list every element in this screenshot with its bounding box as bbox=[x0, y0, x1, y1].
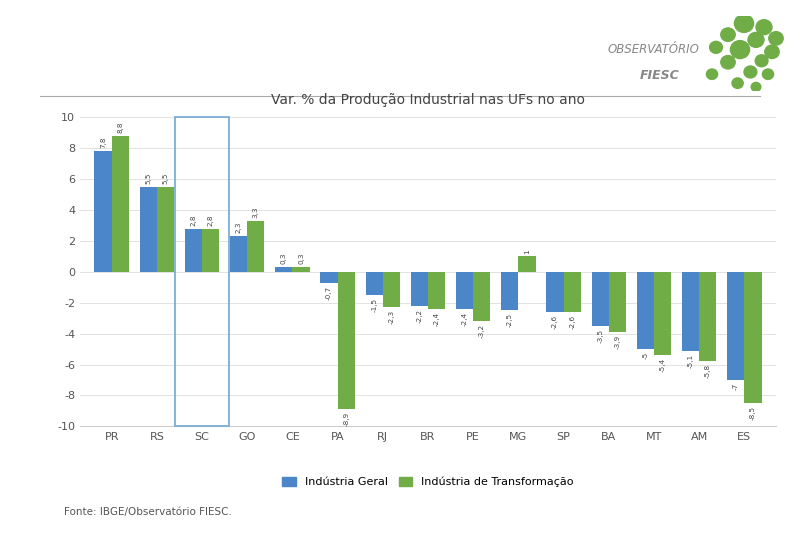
Text: 2,8: 2,8 bbox=[190, 214, 197, 226]
Bar bbox=[563, 272, 581, 312]
Text: 1: 1 bbox=[524, 249, 530, 254]
Text: -3,9: -3,9 bbox=[614, 335, 620, 349]
Text: 0,3: 0,3 bbox=[281, 253, 287, 264]
Text: 7,8: 7,8 bbox=[100, 137, 106, 149]
Bar bbox=[94, 151, 112, 272]
Bar bbox=[637, 272, 654, 349]
Text: -2,4: -2,4 bbox=[434, 312, 439, 326]
Bar bbox=[727, 272, 744, 380]
Bar bbox=[202, 229, 219, 272]
Text: FIESC: FIESC bbox=[640, 69, 680, 82]
Text: -2,2: -2,2 bbox=[417, 309, 422, 323]
Circle shape bbox=[706, 69, 718, 79]
Bar bbox=[366, 272, 383, 295]
Text: -2,4: -2,4 bbox=[462, 312, 468, 326]
Bar bbox=[321, 272, 338, 282]
Circle shape bbox=[744, 66, 757, 78]
Circle shape bbox=[751, 83, 761, 91]
Text: -2,5: -2,5 bbox=[507, 313, 513, 327]
Bar bbox=[338, 272, 354, 409]
Bar bbox=[230, 236, 247, 272]
Circle shape bbox=[730, 41, 750, 59]
Bar bbox=[502, 272, 518, 310]
Bar bbox=[546, 272, 563, 312]
Text: -8,5: -8,5 bbox=[750, 406, 756, 420]
Text: 5,5: 5,5 bbox=[146, 173, 151, 184]
Circle shape bbox=[721, 55, 735, 69]
Text: 8,8: 8,8 bbox=[118, 122, 123, 133]
Text: -2,6: -2,6 bbox=[569, 315, 575, 329]
Text: -3,5: -3,5 bbox=[597, 329, 603, 343]
Text: -1,5: -1,5 bbox=[371, 298, 378, 312]
Text: -0,7: -0,7 bbox=[326, 286, 332, 300]
Bar bbox=[140, 187, 157, 272]
Bar bbox=[175, 117, 229, 426]
Text: 5,5: 5,5 bbox=[162, 173, 169, 184]
Text: -8,9: -8,9 bbox=[343, 412, 349, 426]
Bar bbox=[518, 256, 535, 272]
Bar bbox=[456, 272, 473, 309]
Circle shape bbox=[710, 42, 722, 53]
Text: 3,3: 3,3 bbox=[253, 207, 259, 218]
Text: 2,3: 2,3 bbox=[236, 222, 242, 233]
Bar bbox=[428, 272, 445, 309]
Text: 0,3: 0,3 bbox=[298, 253, 304, 264]
Circle shape bbox=[732, 78, 743, 88]
Bar bbox=[383, 272, 400, 308]
Bar bbox=[112, 136, 129, 272]
Bar bbox=[744, 272, 762, 403]
Text: -5: -5 bbox=[642, 352, 648, 359]
Circle shape bbox=[755, 55, 768, 67]
Text: Var. % da Produção Industrial nas UFs no ano: Var. % da Produção Industrial nas UFs no… bbox=[271, 93, 585, 107]
Text: -5,4: -5,4 bbox=[659, 358, 666, 372]
Bar bbox=[185, 229, 202, 272]
Bar bbox=[609, 272, 626, 332]
Text: -2,3: -2,3 bbox=[388, 310, 394, 324]
Circle shape bbox=[734, 14, 754, 33]
Text: -5,8: -5,8 bbox=[705, 364, 710, 378]
Text: -3,2: -3,2 bbox=[478, 324, 485, 338]
Bar bbox=[699, 272, 716, 361]
Circle shape bbox=[769, 31, 783, 45]
Bar bbox=[473, 272, 490, 321]
Bar bbox=[682, 272, 699, 351]
Circle shape bbox=[765, 45, 779, 59]
Text: Fonte: IBGE/Observatório FIESC.: Fonte: IBGE/Observatório FIESC. bbox=[64, 507, 232, 517]
Bar bbox=[157, 187, 174, 272]
Text: -2,6: -2,6 bbox=[552, 315, 558, 329]
Circle shape bbox=[748, 33, 764, 47]
Text: 2,8: 2,8 bbox=[208, 214, 214, 226]
Bar bbox=[411, 272, 428, 306]
Circle shape bbox=[756, 20, 772, 35]
Text: -7: -7 bbox=[733, 383, 738, 390]
Bar bbox=[275, 267, 293, 272]
Circle shape bbox=[762, 69, 774, 79]
Text: -5,1: -5,1 bbox=[687, 353, 694, 368]
Bar bbox=[247, 221, 264, 272]
Bar bbox=[592, 272, 609, 326]
Text: OBSERVATÓRIO: OBSERVATÓRIO bbox=[608, 43, 700, 55]
Bar bbox=[293, 267, 310, 272]
Circle shape bbox=[721, 28, 735, 42]
Bar bbox=[654, 272, 671, 356]
Legend: Indústria Geral, Indústria de Transformação: Indústria Geral, Indústria de Transforma… bbox=[278, 472, 578, 491]
